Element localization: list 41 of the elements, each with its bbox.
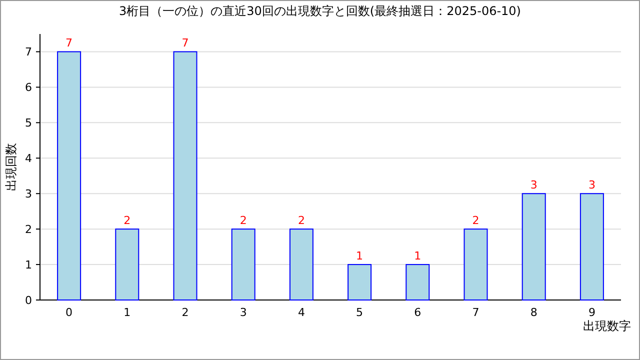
- bar: [57, 51, 82, 300]
- bar: [464, 228, 488, 300]
- bar: [522, 193, 546, 300]
- x-tick-label: 3: [240, 306, 247, 319]
- bar: [348, 264, 372, 300]
- bar: [173, 51, 198, 300]
- data-label: 1: [414, 250, 422, 263]
- y-tick-label: 1: [25, 258, 32, 272]
- bar: [115, 228, 140, 300]
- bar: [289, 228, 314, 300]
- y-tick-label: 2: [25, 223, 32, 236]
- bar: [580, 193, 604, 300]
- y-tick-label: 5: [25, 116, 32, 130]
- data-label: 3: [530, 178, 538, 192]
- x-tick-label: 2: [182, 306, 189, 319]
- data-label: 1: [356, 250, 364, 263]
- x-tick-label: 6: [414, 306, 422, 319]
- x-tick-label: 8: [530, 306, 538, 319]
- bar: [231, 228, 256, 300]
- y-tick-label: 0: [25, 294, 32, 307]
- x-tick-label: 5: [356, 306, 364, 319]
- x-tick-label: 4: [298, 306, 305, 319]
- data-label: 3: [588, 178, 596, 192]
- data-label: 7: [182, 36, 189, 50]
- y-tick-label: 7: [25, 46, 32, 59]
- data-label: 2: [124, 214, 131, 228]
- data-label: 7: [66, 36, 73, 50]
- data-label: 2: [472, 214, 480, 228]
- data-label: 2: [298, 214, 305, 228]
- y-tick-label: 6: [25, 81, 32, 94]
- x-tick-label: 7: [472, 306, 480, 319]
- x-tick-label: 1: [124, 306, 131, 319]
- x-tick-label: 9: [588, 306, 596, 319]
- x-axis-title: 出現数字: [583, 319, 631, 333]
- y-tick-label: 4: [25, 152, 32, 166]
- y-tick-label: 3: [25, 188, 32, 201]
- bar: [406, 264, 430, 300]
- data-label: 2: [240, 214, 247, 228]
- chart-title: 3桁目（一の位）の直近30回の出現数字と回数(最終抽選日：2025-06-10): [118, 4, 522, 18]
- x-tick-label: 0: [66, 306, 73, 319]
- y-axis-title: 出現回数: [4, 143, 18, 191]
